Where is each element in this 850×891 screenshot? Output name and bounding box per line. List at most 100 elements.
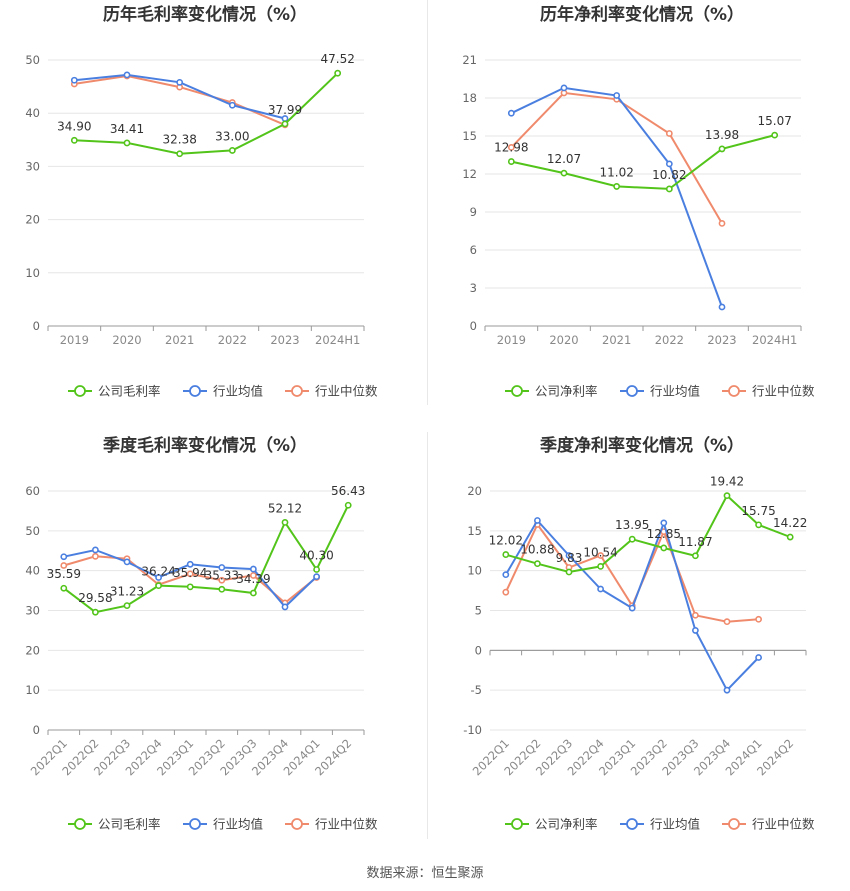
- data-point: [691, 611, 699, 619]
- legend-label: 行业均值: [213, 384, 263, 399]
- data-point: [660, 544, 668, 552]
- annual-gross-margin-chart: 历年毛利率变化情况（%） 0 10 20 30 40 50 2019 2020 2021 2022 2…: [25, 4, 378, 399]
- data-label: 12.02: [489, 534, 523, 548]
- x-tick-label: 2023: [707, 333, 736, 347]
- data-label: 13.95: [615, 518, 649, 532]
- legend-label: 行业中位数: [315, 817, 378, 832]
- chart-title: 历年毛利率变化情况（%）: [103, 4, 307, 25]
- legend-marker: [511, 818, 523, 830]
- legend-item: 行业均值: [183, 384, 263, 399]
- y-tick-label: 15: [467, 524, 482, 538]
- legend-label: 行业中位数: [315, 384, 378, 399]
- y-tick-label: 50: [25, 524, 40, 538]
- data-point: [507, 158, 515, 165]
- data-point: [560, 169, 568, 177]
- legend-marker: [291, 818, 303, 830]
- data-point: [691, 627, 699, 634]
- data-point: [218, 564, 226, 571]
- y-tick-label: 9: [470, 205, 477, 219]
- data-label: 29.58: [78, 591, 112, 605]
- legend-marker: [189, 385, 201, 397]
- data-point: [92, 546, 99, 554]
- data-point: [502, 551, 510, 558]
- y-tick-label: 60: [25, 484, 40, 498]
- data-point: [665, 130, 673, 137]
- data-point: [60, 553, 68, 561]
- legend-label: 公司毛利率: [98, 817, 161, 832]
- y-tick-label: 15: [462, 129, 477, 143]
- data-point: [560, 84, 568, 92]
- data-point: [755, 654, 762, 661]
- data-point: [313, 573, 320, 581]
- legend-item: 行业中位数: [722, 817, 815, 832]
- legend-marker: [626, 818, 638, 830]
- chart-title: 季度毛利率变化情况（%）: [103, 435, 307, 456]
- x-tick-label: 2021: [602, 333, 631, 347]
- data-label: 9.83: [556, 551, 583, 565]
- data-point: [176, 150, 184, 158]
- series-line: [63, 504, 350, 614]
- legend-item: 行业中位数: [285, 817, 378, 832]
- y-tick-label: 10: [25, 266, 40, 280]
- data-label: 10.54: [583, 545, 617, 559]
- data-point: [755, 521, 762, 529]
- data-label: 11.87: [678, 535, 712, 549]
- y-tick-label: 6: [470, 243, 477, 257]
- series-line: [74, 72, 339, 155]
- quarterly-gross-margin-chart: 季度毛利率变化情况（%）01020304050602022Q12022Q2202…: [25, 435, 378, 832]
- x-tick-label: 2022: [655, 333, 684, 347]
- series-line: [505, 493, 791, 574]
- data-point: [123, 602, 131, 610]
- data-label: 10.88: [520, 543, 554, 557]
- legend-item: 公司毛利率: [68, 384, 161, 399]
- data-point: [718, 303, 726, 311]
- x-tick-label: 2022: [218, 333, 247, 347]
- series-line: [511, 134, 775, 190]
- data-source-note: 数据来源：恒生聚源: [366, 866, 484, 881]
- data-point: [723, 686, 731, 694]
- y-tick-label: 0: [475, 643, 482, 657]
- annual-net-margin-chart: 历年净利率变化情况（%） 0 3 6 9 12 15 18 21 2019 2020 2021 2022…: [462, 4, 815, 399]
- data-point: [176, 78, 184, 86]
- data-point: [691, 552, 699, 560]
- data-point: [507, 109, 515, 117]
- legend-marker: [291, 385, 303, 397]
- y-tick-label: 5: [475, 604, 482, 618]
- data-label: 34.41: [110, 122, 144, 136]
- data-point: [218, 576, 226, 584]
- data-point: [565, 552, 573, 559]
- data-point: [660, 519, 668, 527]
- data-label: 11.02: [599, 165, 633, 179]
- data-point: [723, 618, 731, 626]
- legend-item: 行业均值: [620, 384, 700, 399]
- data-label: 12.07: [547, 152, 581, 166]
- series-line: [510, 86, 723, 308]
- legend-item: 行业均值: [620, 817, 700, 832]
- y-tick-label: 0: [470, 319, 477, 333]
- data-label: 40.30: [299, 548, 333, 562]
- data-point: [228, 147, 236, 154]
- legend-marker: [74, 818, 86, 830]
- legend-marker: [728, 818, 740, 830]
- data-point: [665, 185, 673, 193]
- data-point: [597, 585, 604, 593]
- y-tick-label: 0: [33, 319, 40, 333]
- x-tick-label: 2020: [549, 333, 578, 347]
- y-tick-label: 50: [25, 53, 40, 67]
- legend-item: 公司净利率: [505, 817, 598, 832]
- data-point: [613, 183, 621, 190]
- data-point: [665, 160, 673, 168]
- data-label: 36.24: [141, 565, 175, 579]
- data-label: 35.59: [47, 567, 81, 581]
- x-tick-label: 2019: [60, 333, 89, 347]
- data-label: 52.12: [268, 501, 302, 515]
- y-tick-label: 0: [33, 723, 40, 737]
- legend-item: 公司净利率: [505, 384, 598, 399]
- data-point: [60, 562, 68, 569]
- data-label: 47.52: [320, 52, 354, 66]
- data-label: 35.94: [173, 566, 207, 580]
- data-point: [613, 92, 621, 99]
- legend-marker: [626, 385, 638, 397]
- data-point: [70, 136, 78, 144]
- data-label: 10.82: [652, 168, 686, 182]
